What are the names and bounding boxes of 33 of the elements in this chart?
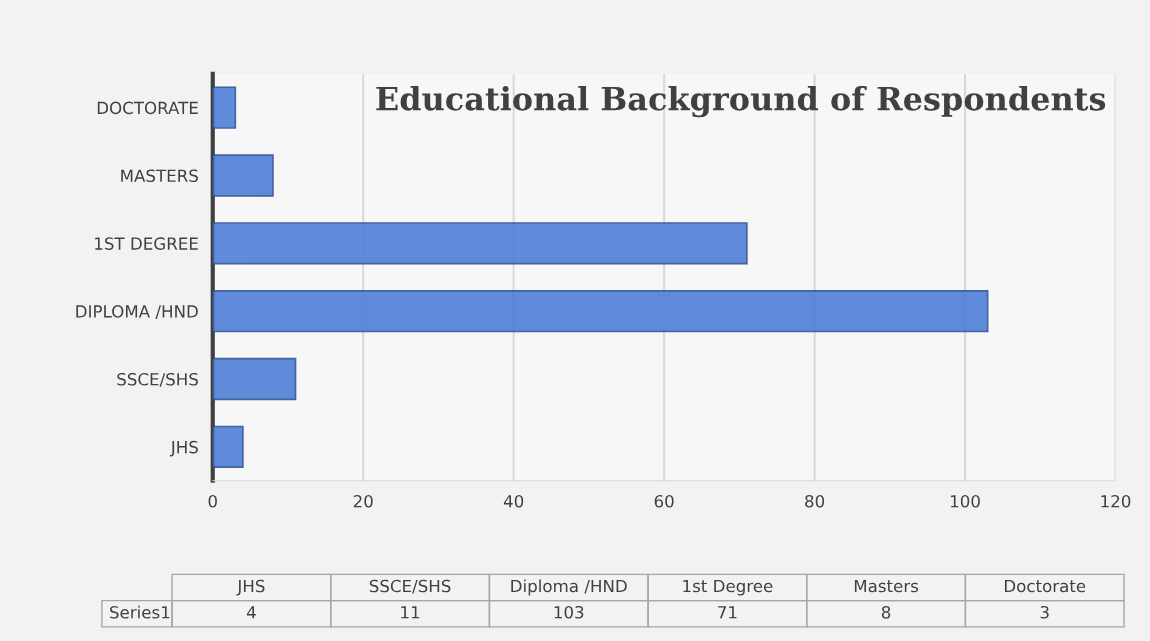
y-tick-label: 1ST DEGREE (95, 237, 198, 250)
bar (212, 222, 748, 265)
text: 3 (1040, 605, 1049, 619)
x-tick-label: 60 (654, 494, 674, 508)
x-tick-label: 80 (805, 494, 825, 508)
bar (212, 154, 274, 197)
y-tick-label: SSCE/SHS (117, 372, 198, 387)
text: Series1 (110, 605, 170, 619)
text: 103 (554, 605, 584, 619)
text: 8 (881, 605, 891, 619)
text: SSCE/SHS (369, 579, 451, 594)
bar (212, 425, 244, 469)
bar (212, 289, 989, 333)
bar (212, 357, 297, 401)
bar (212, 86, 237, 129)
text: 4 (246, 606, 256, 619)
text: 71 (718, 606, 737, 619)
text: Doctorate (1004, 579, 1086, 593)
text: JHS (236, 579, 265, 596)
text: Diploma /HND (511, 579, 627, 596)
x-tick-label: 120 (1101, 494, 1131, 508)
y-tick-label: MASTERS (121, 169, 198, 183)
text: 1st Degree (683, 579, 773, 596)
y-tick-label: DIPLOMA /HND (76, 305, 198, 320)
text: Masters (854, 579, 919, 593)
x-tick-label: 20 (353, 494, 373, 508)
y-tick-label: DOCTORATE (97, 101, 198, 115)
x-tick-label: 0 (208, 494, 217, 508)
y-tick-label: JHS (169, 440, 198, 457)
chart-title: Educational Background of Respondents (376, 85, 1106, 118)
x-tick-label: 40 (503, 494, 524, 508)
text: 11 (401, 606, 420, 619)
x-tick-label: 100 (950, 494, 980, 508)
